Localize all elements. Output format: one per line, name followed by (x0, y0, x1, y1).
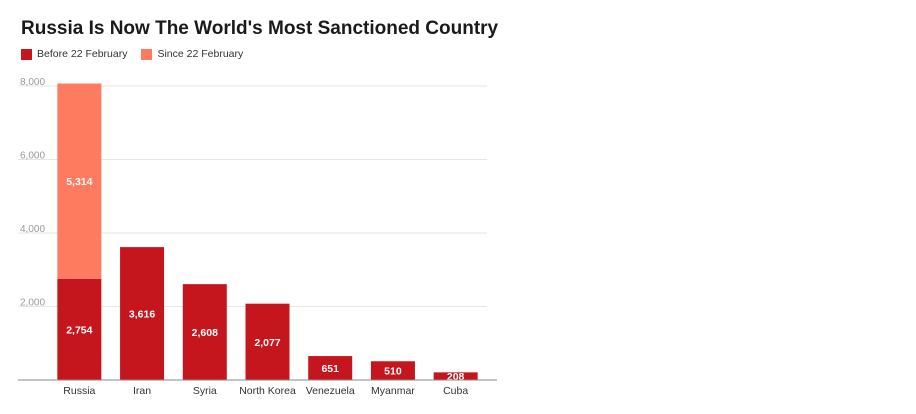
data-label: 2,077 (254, 337, 280, 349)
legend-swatch-before (21, 48, 32, 60)
chart-title: Russia Is Now The World's Most Sanctione… (21, 18, 499, 39)
bar-before (120, 247, 165, 380)
bar-before (370, 361, 415, 380)
legend-item-before: Before 22 February (21, 48, 127, 60)
y-tick-label: 4,000 (20, 224, 45, 235)
axis-layer: Russia Iran Syria North Korea Venezuela Myanm… (18, 379, 497, 397)
bar-before (433, 372, 478, 380)
legend-item-since: Since 22 February (141, 48, 243, 60)
x-tick-label: Myanmar (371, 385, 415, 397)
x-tick-label: North Korea (239, 385, 296, 397)
data-label: 651 (321, 363, 339, 375)
bar-since (57, 83, 102, 279)
bar-before (182, 284, 227, 380)
data-label: 510 (384, 366, 402, 378)
legend-label-since: Since 22 February (157, 48, 244, 60)
bar-before (57, 278, 102, 380)
data-label: 5,314 (66, 176, 92, 188)
bar-before (245, 303, 290, 380)
x-tick-label: Iran (133, 385, 151, 397)
legend-swatch-since (141, 48, 153, 60)
y-tick-label: 2,000 (20, 298, 45, 309)
x-tick-label: Russia (63, 385, 95, 397)
x-tick-label: Cuba (443, 385, 468, 397)
data-label: 3,616 (129, 309, 155, 321)
x-tick-label: Syria (193, 385, 217, 397)
legend-label-before: Before 22 February (37, 48, 128, 60)
bar-before (308, 356, 353, 380)
data-label: 2,754 (66, 324, 92, 336)
data-label: 208 (447, 371, 465, 383)
y-tick-label: 8,000 (20, 77, 45, 88)
bar-layer (57, 83, 478, 380)
data-label: 2,608 (192, 327, 218, 339)
legend: Before 22 February Since 22 February (21, 48, 243, 60)
x-tick-label: Venezuela (306, 385, 355, 397)
y-tick-label: 6,000 (20, 151, 45, 162)
